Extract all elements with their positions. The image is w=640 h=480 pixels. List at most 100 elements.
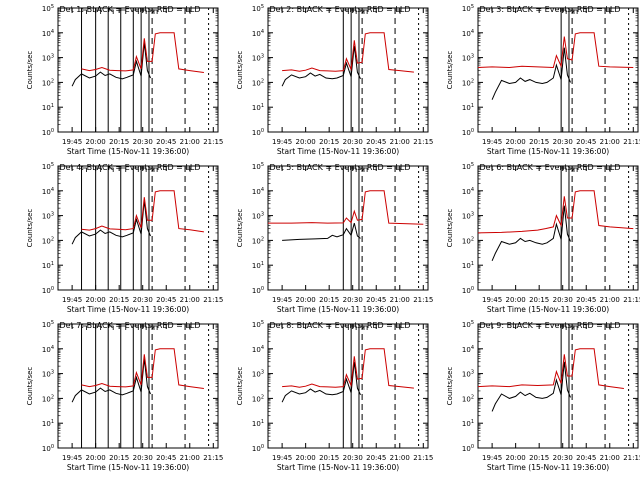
y-tick-label: 105 bbox=[462, 162, 474, 171]
x-tick-label: 19:45 bbox=[272, 454, 292, 462]
x-tick-label: 21:00 bbox=[600, 296, 620, 304]
series-line-lld bbox=[81, 190, 204, 233]
y-tick-label: 103 bbox=[42, 54, 54, 63]
y-tick-label: 102 bbox=[42, 236, 54, 245]
x-tick-label: 20:15 bbox=[529, 296, 549, 304]
marker-flag bbox=[152, 325, 158, 330]
x-tick-label: 20:45 bbox=[366, 138, 386, 146]
x-tick-label: 20:45 bbox=[156, 138, 176, 146]
y-tick-label: 100 bbox=[462, 286, 474, 295]
marker-flag bbox=[343, 325, 349, 330]
plot-frame bbox=[267, 323, 429, 449]
y-axis-label: Counts/sec bbox=[446, 367, 454, 406]
y-tick-label: 102 bbox=[252, 78, 264, 87]
x-tick-label: 20:00 bbox=[506, 138, 526, 146]
series-line-lld bbox=[282, 32, 414, 73]
x-tick-label: 20:30 bbox=[343, 454, 363, 462]
x-axis-label: Start Time (15-Nov-11 19:36:00) bbox=[67, 147, 189, 156]
x-tick-label: 21:15 bbox=[203, 454, 223, 462]
x-tick-label: 20:00 bbox=[296, 454, 316, 462]
x-tick-label: 21:00 bbox=[390, 138, 410, 146]
x-tick-label: 19:45 bbox=[482, 138, 502, 146]
panel-title: Det 8: BLACK = Events, RED = LLD bbox=[270, 321, 411, 330]
x-axis-label: Start Time (15-Nov-11 19:36:00) bbox=[277, 147, 399, 156]
x-tick-label: 20:45 bbox=[156, 296, 176, 304]
plot-frame bbox=[477, 165, 639, 291]
series-line-events bbox=[71, 200, 151, 245]
x-tick-label: 20:45 bbox=[576, 454, 596, 462]
x-tick-label: 20:15 bbox=[319, 454, 339, 462]
y-tick-label: 103 bbox=[462, 54, 474, 63]
plot-frame bbox=[267, 7, 429, 133]
marker-flag bbox=[133, 9, 139, 14]
x-tick-label: 21:15 bbox=[203, 296, 223, 304]
x-tick-label: 20:15 bbox=[319, 296, 339, 304]
x-tick-label: 19:45 bbox=[62, 296, 82, 304]
series-line-events bbox=[282, 222, 361, 241]
y-tick-label: 100 bbox=[252, 444, 264, 453]
x-tick-label: 20:30 bbox=[343, 296, 363, 304]
panel-title: Det 3: BLACK = Events, RED = LLD bbox=[480, 5, 621, 14]
x-tick-label: 21:00 bbox=[390, 454, 410, 462]
y-tick-label: 105 bbox=[252, 4, 264, 13]
plot-frame bbox=[57, 323, 219, 449]
y-tick-label: 104 bbox=[252, 345, 264, 354]
x-tick-label: 20:15 bbox=[529, 138, 549, 146]
y-tick-label: 104 bbox=[42, 29, 54, 38]
x-tick-label: 20:45 bbox=[156, 454, 176, 462]
marker-flag bbox=[120, 167, 127, 172]
detector-panel-5: 100 101 102 103 104 105 19:45 20:00 20:15 20:30 20… bbox=[236, 162, 433, 314]
y-tick-label: 101 bbox=[462, 103, 474, 112]
y-tick-label: 101 bbox=[462, 261, 474, 270]
y-tick-label: 101 bbox=[42, 261, 54, 270]
marker-flag bbox=[108, 325, 114, 330]
series-line-events bbox=[491, 205, 571, 261]
y-tick-label: 100 bbox=[462, 444, 474, 453]
y-tick-label: 100 bbox=[42, 286, 54, 295]
marker-flag bbox=[108, 9, 114, 14]
x-tick-label: 20:30 bbox=[133, 296, 153, 304]
marker-flag bbox=[362, 325, 368, 330]
marker-flag bbox=[95, 167, 102, 172]
y-tick-label: 104 bbox=[252, 29, 264, 38]
x-tick-label: 21:15 bbox=[203, 138, 223, 146]
detector-panel-4: 100 101 102 103 104 105 19:45 20:00 20:15 20:30 20… bbox=[26, 162, 223, 314]
y-tick-label: 101 bbox=[42, 419, 54, 428]
y-tick-label: 103 bbox=[252, 54, 264, 63]
x-tick-label: 20:45 bbox=[366, 454, 386, 462]
plot-frame bbox=[57, 7, 219, 133]
y-tick-label: 102 bbox=[42, 394, 54, 403]
x-tick-label: 20:00 bbox=[86, 296, 106, 304]
x-tick-label: 20:15 bbox=[109, 454, 129, 462]
x-tick-label: 20:00 bbox=[296, 138, 316, 146]
x-tick-label: 21:15 bbox=[413, 138, 433, 146]
y-axis-label: Counts/sec bbox=[26, 367, 34, 406]
detector-panel-3: 100 101 102 103 104 105 19:45 20:00 20:15 20:30 20… bbox=[446, 4, 640, 156]
x-axis-label: Start Time (15-Nov-11 19:36:00) bbox=[67, 305, 189, 314]
x-tick-label: 19:45 bbox=[62, 138, 82, 146]
y-axis-label: Counts/sec bbox=[446, 51, 454, 90]
y-tick-label: 100 bbox=[42, 128, 54, 137]
series-line-events bbox=[491, 361, 571, 412]
plot-frame bbox=[477, 7, 639, 133]
x-tick-label: 20:00 bbox=[296, 296, 316, 304]
x-tick-label: 20:15 bbox=[109, 138, 129, 146]
marker-flag bbox=[343, 9, 349, 14]
y-axis-label: Counts/sec bbox=[236, 367, 244, 406]
x-tick-label: 20:15 bbox=[319, 138, 339, 146]
y-axis-label: Counts/sec bbox=[26, 209, 34, 248]
y-tick-label: 102 bbox=[42, 78, 54, 87]
y-tick-label: 102 bbox=[252, 236, 264, 245]
x-tick-label: 21:00 bbox=[180, 296, 200, 304]
series-line-events bbox=[71, 42, 151, 87]
marker-flag bbox=[120, 9, 127, 14]
marker-flag bbox=[152, 9, 158, 14]
marker-flag bbox=[152, 167, 158, 172]
x-tick-label: 21:15 bbox=[623, 296, 640, 304]
series-line-events bbox=[281, 361, 361, 403]
x-tick-label: 21:00 bbox=[600, 138, 620, 146]
marker-flag bbox=[95, 9, 102, 14]
x-tick-label: 20:30 bbox=[133, 454, 153, 462]
x-tick-label: 19:45 bbox=[482, 296, 502, 304]
